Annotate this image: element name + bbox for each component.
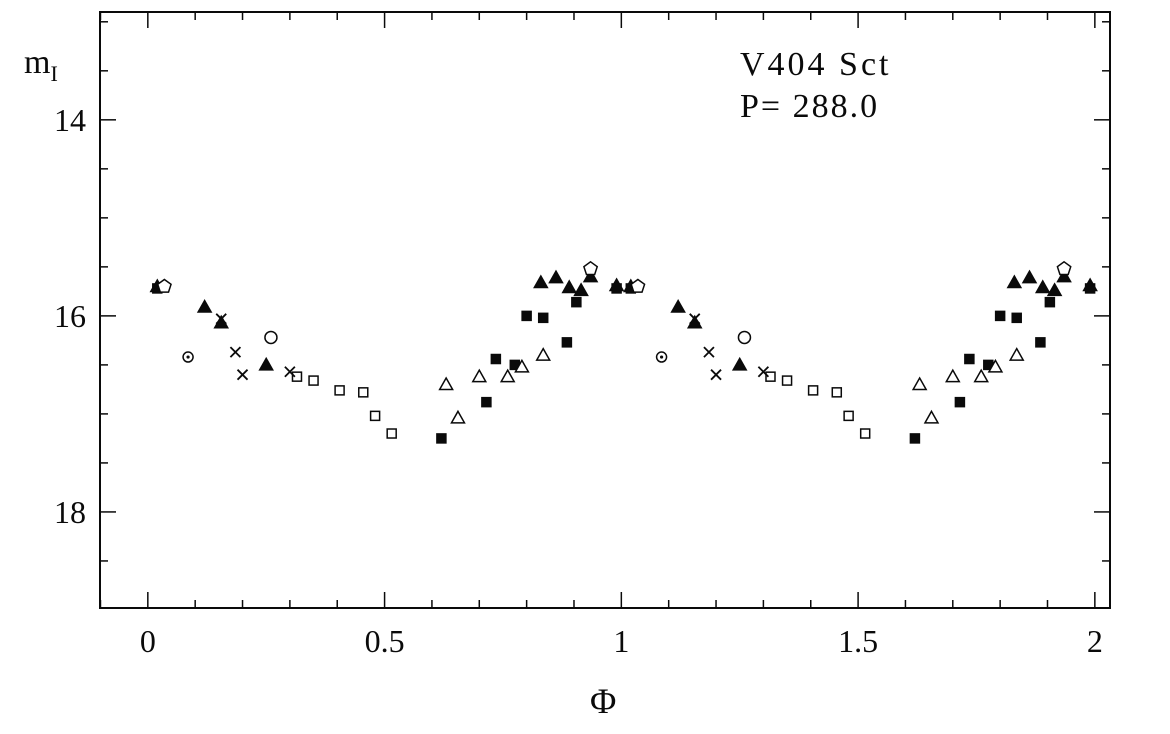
open-triangles-marker: [514, 358, 530, 373]
open-squares-marker: [369, 410, 381, 422]
open-triangles-marker: [438, 376, 454, 391]
open-triangles-marker: [973, 368, 989, 383]
filled-triangles-marker: [548, 269, 564, 284]
open-pentagons-marker: [583, 260, 599, 276]
filled-squares-marker: [954, 396, 966, 408]
plot-frame: [99, 11, 1111, 609]
open-triangles-marker: [471, 368, 488, 383]
crosses-marker: [689, 313, 701, 325]
open-triangles-marker: [987, 358, 1004, 373]
open-squares-marker: [843, 410, 854, 422]
x-axis-label: Φ: [590, 681, 617, 721]
filled-triangles-marker: [582, 268, 599, 283]
filled-squares-marker: [1044, 296, 1056, 308]
filled-squares-marker: [1084, 283, 1096, 294]
open-squares-marker: [765, 371, 776, 382]
filled-triangles-marker: [196, 299, 213, 313]
x-tick-label: 0: [140, 623, 156, 659]
x-tick-label: 1: [613, 623, 629, 659]
y-axis-label: mI: [24, 44, 58, 87]
open-pentagons-marker: [1056, 260, 1072, 276]
filled-triangles-marker: [561, 279, 578, 294]
open-squares-marker: [358, 387, 369, 398]
open-triangles-marker: [945, 368, 961, 383]
open-squares-marker: [859, 428, 871, 439]
open-triangles-marker: [535, 347, 551, 361]
circled-dots-marker: [659, 355, 664, 359]
open-circles-marker: [737, 330, 752, 345]
y-tick-label: 18: [54, 494, 86, 530]
crosses-marker: [284, 366, 296, 378]
filled-squares-marker: [1035, 337, 1046, 348]
open-triangles-marker: [499, 368, 516, 383]
filled-squares-marker: [521, 310, 532, 322]
filled-squares-marker: [994, 310, 1006, 322]
open-triangles-marker: [450, 409, 466, 424]
filled-squares-marker: [561, 337, 573, 348]
filled-triangles-marker: [1056, 268, 1072, 283]
open-squares-marker: [334, 385, 345, 396]
filled-squares-marker: [537, 312, 549, 324]
x-tick-label: 1.5: [838, 623, 878, 659]
filled-squares-marker: [909, 433, 921, 444]
open-triangles-marker: [1008, 347, 1025, 361]
y-axis-label-main: m: [24, 44, 51, 81]
x-tick-label: 2: [1087, 623, 1103, 659]
filled-squares-marker: [481, 396, 492, 408]
filled-triangles-marker: [1034, 279, 1051, 294]
open-squares-marker: [781, 375, 793, 386]
filled-triangles-marker: [670, 299, 686, 313]
filled-triangles-marker: [533, 274, 549, 289]
open-squares-marker: [308, 375, 319, 386]
filled-triangles-marker: [1006, 274, 1023, 289]
filled-squares-marker: [1011, 312, 1022, 324]
filled-triangles-marker: [1046, 282, 1063, 297]
crosses-marker: [757, 366, 770, 378]
filled-triangles-marker: [731, 356, 748, 371]
open-triangles-marker: [923, 409, 940, 424]
crosses-marker: [236, 369, 249, 381]
star-name-label: V404 Sct: [740, 46, 892, 83]
open-pentagons-marker: [630, 278, 646, 293]
period-label: P= 288.0: [740, 88, 880, 125]
filled-squares-marker: [490, 353, 502, 365]
open-pentagons-marker: [156, 278, 172, 293]
open-squares-marker: [386, 428, 397, 439]
open-squares-marker: [831, 387, 843, 398]
y-axis-label-sub: I: [50, 60, 58, 86]
open-squares-marker: [807, 385, 819, 396]
x-tick-label: 0.5: [365, 623, 405, 659]
open-circles-marker: [264, 330, 278, 345]
open-squares-marker: [291, 371, 303, 382]
filled-triangles-marker: [1021, 269, 1038, 284]
filled-squares-marker: [436, 433, 447, 444]
crosses-marker: [703, 346, 715, 358]
y-tick-label: 14: [54, 102, 86, 138]
crosses-marker: [215, 313, 227, 325]
filled-squares-marker: [571, 296, 582, 308]
crosses-marker: [229, 346, 242, 358]
crosses-marker: [710, 369, 722, 381]
filled-squares-marker: [611, 283, 622, 294]
filled-squares-marker: [964, 353, 975, 365]
filled-triangles-marker: [258, 356, 274, 371]
y-tick-label: 16: [54, 298, 86, 334]
filled-triangles-marker: [573, 282, 589, 297]
open-triangles-marker: [911, 376, 928, 391]
circled-dots-marker: [186, 355, 190, 359]
